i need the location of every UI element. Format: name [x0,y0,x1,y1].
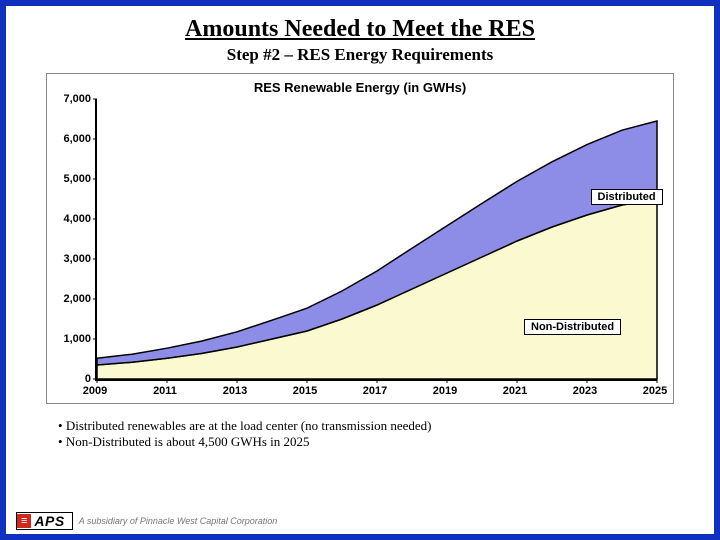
chart-title: RES Renewable Energy (in GWHs) [53,80,667,95]
chart-svg [97,99,657,379]
series-label-non-distributed: Non-Distributed [524,319,621,335]
logo-name: APS [31,513,67,529]
slide-title: Amounts Needed to Meet the RES [6,16,714,43]
logo: ≡ APS A subsidiary of Pinnacle West Capi… [16,512,277,530]
bullet-list: • Distributed renewables are at the load… [58,418,674,451]
x-tick-label: 2023 [550,385,620,397]
x-tick-label: 2011 [130,385,200,397]
logo-box: ≡ APS [16,512,73,530]
chart-container: RES Renewable Energy (in GWHs) 7,0006,00… [46,73,674,404]
chart-plot-wrap: 7,0006,0005,0004,0003,0002,0001,0000 Non… [53,99,667,381]
x-tick-label: 2009 [60,385,130,397]
series-label-distributed: Distributed [591,189,663,205]
logo-mark-icon: ≡ [17,514,31,528]
x-tick-label: 2013 [200,385,270,397]
x-tick-label: 2021 [480,385,550,397]
bullet-text: Non-Distributed is about 4,500 GWHs in 2… [66,434,310,449]
slide-subtitle: Step #2 – RES Energy Requirements [6,45,714,65]
x-tick-label: 2017 [340,385,410,397]
bullet-item: • Distributed renewables are at the load… [58,418,674,434]
slide-frame: Amounts Needed to Meet the RES Step #2 –… [0,0,720,540]
logo-tagline: A subsidiary of Pinnacle West Capital Co… [79,516,278,526]
x-tick-label: 2019 [410,385,480,397]
chart-y-axis: 7,0006,0005,0004,0003,0002,0001,0000 [53,99,95,379]
chart-x-axis: 200920112013201520172019202120232025 [95,385,667,397]
x-tick-label: 2025 [620,385,690,397]
x-tick-label: 2015 [270,385,340,397]
bullet-text: Distributed renewables are at the load c… [66,418,432,433]
bullet-item: • Non-Distributed is about 4,500 GWHs in… [58,434,674,450]
chart-plot-area: Non-DistributedDistributed [95,99,657,381]
